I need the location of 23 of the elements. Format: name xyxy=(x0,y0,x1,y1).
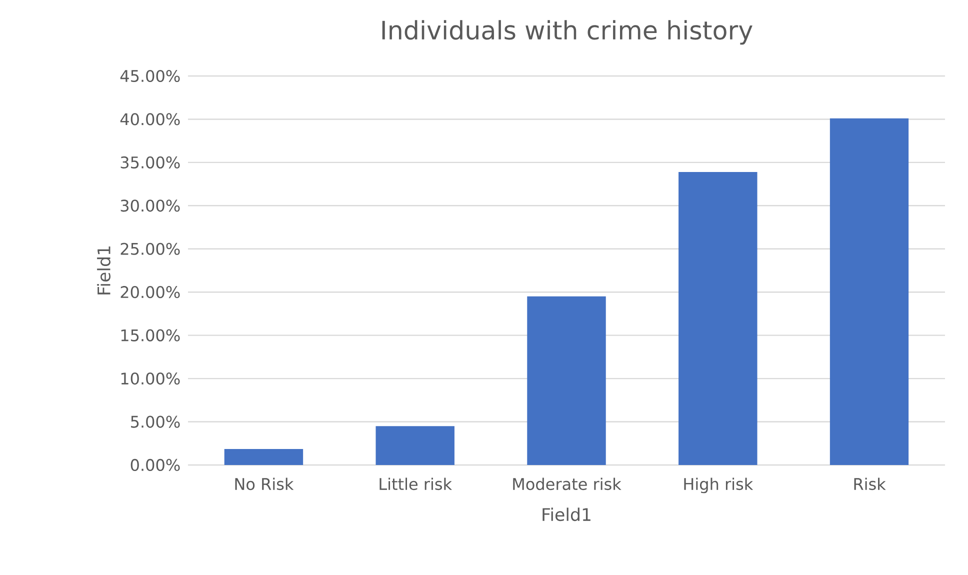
bar xyxy=(830,118,909,465)
x-tick-label: Little risk xyxy=(380,478,452,490)
y-tick-label: 10.00% xyxy=(121,372,180,385)
x-axis-title: Field1 xyxy=(542,508,590,522)
x-tick-label: Moderate risk xyxy=(513,478,622,490)
y-tick-label: 40.00% xyxy=(120,113,180,126)
y-axis-title: Field1 xyxy=(97,246,110,294)
y-tick-label: 25.00% xyxy=(120,242,180,255)
y-tick-label: 5.00% xyxy=(131,416,180,428)
y-tick-label: 15.00% xyxy=(121,329,180,342)
bar xyxy=(678,172,758,465)
bar xyxy=(224,448,304,465)
bar xyxy=(376,426,454,465)
chart-title: Individuals with crime history xyxy=(382,20,752,45)
bar xyxy=(527,296,606,465)
y-tick-label: 20.00% xyxy=(120,286,180,298)
x-tick-label: High risk xyxy=(684,478,754,494)
x-tick-label: No Risk xyxy=(235,478,294,490)
y-tick-label: 30.00% xyxy=(120,200,180,212)
y-tick-label: 45.00% xyxy=(120,70,180,82)
y-tick-label: 35.00% xyxy=(120,156,180,168)
y-tick-label: 0.00% xyxy=(130,458,180,472)
x-tick-label: Risk xyxy=(854,478,886,490)
